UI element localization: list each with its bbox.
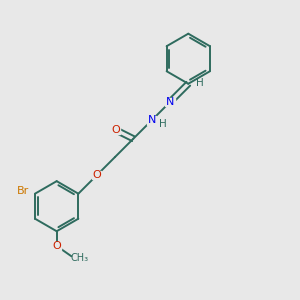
Text: N: N bbox=[147, 116, 156, 125]
Bar bbox=[165, 98, 175, 106]
Bar bbox=[111, 126, 120, 134]
Bar bbox=[147, 116, 156, 124]
Text: N: N bbox=[166, 97, 174, 107]
Text: O: O bbox=[111, 125, 120, 135]
Bar bbox=[92, 171, 101, 179]
Text: CH₃: CH₃ bbox=[70, 253, 89, 263]
Text: O: O bbox=[92, 170, 101, 180]
Bar bbox=[52, 242, 62, 250]
Text: H: H bbox=[196, 78, 203, 88]
Text: O: O bbox=[52, 241, 61, 251]
Text: Br: Br bbox=[16, 186, 29, 196]
Text: H: H bbox=[159, 119, 167, 129]
